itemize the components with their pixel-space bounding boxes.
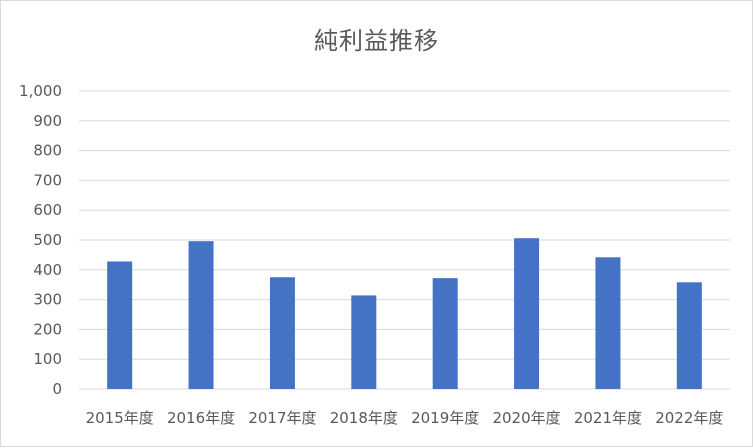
x-tick-label: 2017年度 xyxy=(248,409,316,427)
bar xyxy=(676,282,702,389)
y-tick-label: 500 xyxy=(33,231,62,249)
x-tick-label: 2021年度 xyxy=(574,409,642,427)
x-tick-label: 2019年度 xyxy=(411,409,479,427)
x-tick-label: 2016年度 xyxy=(167,409,235,427)
bar xyxy=(351,295,377,389)
y-tick-label: 800 xyxy=(33,142,62,160)
y-tick-label: 200 xyxy=(33,320,62,338)
bar xyxy=(432,278,458,389)
y-tick-label: 100 xyxy=(33,350,62,368)
bar xyxy=(595,257,621,389)
chart-title: 純利益推移 xyxy=(314,27,439,55)
x-tick-label: 2022年度 xyxy=(655,409,723,427)
bar xyxy=(107,261,133,389)
y-tick-label: 400 xyxy=(33,261,62,279)
x-tick-label: 2015年度 xyxy=(86,409,154,427)
bar-series xyxy=(107,238,702,389)
y-tick-label: 700 xyxy=(33,171,62,189)
y-tick-label: 900 xyxy=(33,112,62,130)
bar xyxy=(514,238,540,389)
bar xyxy=(269,277,295,389)
x-tick-label: 2020年度 xyxy=(492,409,560,427)
x-tick-label: 2018年度 xyxy=(330,409,398,427)
y-tick-label: 0 xyxy=(52,380,62,398)
y-axis: 0 100 200 300 400 500 600 700 800 900 1,000 xyxy=(19,82,62,398)
x-axis: 2015年度 2016年度 2017年度 2018年度 2019年度 2020年度 2021… xyxy=(86,409,724,427)
y-tick-label: 600 xyxy=(33,201,62,219)
gridlines xyxy=(79,90,730,390)
y-tick-label: 300 xyxy=(33,291,62,309)
y-tick-label: 1,000 xyxy=(19,82,62,100)
bar xyxy=(188,241,214,389)
